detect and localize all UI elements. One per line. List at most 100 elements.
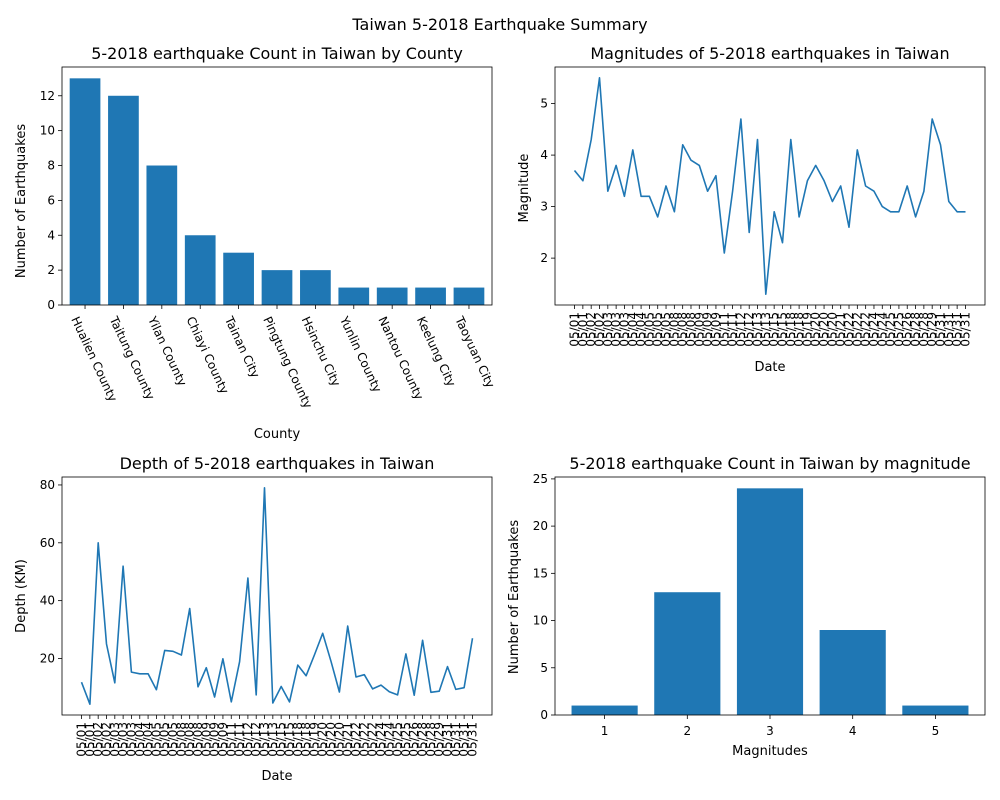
magnitude-xtick-label: 05/03: [601, 312, 615, 347]
county-chart-title: 5-2018 earthquake Count in Taiwan by Cou…: [91, 44, 463, 63]
depth-ytick-label: 60: [40, 536, 55, 550]
magnitude-ytick-label: 3: [540, 200, 548, 214]
magnitude-xtick-label: 05/12: [742, 312, 756, 347]
magnitude-xtick-label: 05/24: [875, 312, 889, 347]
magnitude-xtick-label: 05/31: [942, 312, 956, 347]
magnitude-xtick-label: 05/09: [709, 312, 723, 347]
magnitude-axes-frame: [554, 66, 986, 306]
depth-xtick-label: 05/02: [91, 722, 105, 757]
magnitude-xtick-label: 05/24: [867, 312, 881, 347]
county-category-label: Chiayi County: [183, 314, 231, 396]
magnitude-xtick-label: 05/20: [809, 312, 823, 347]
mag-count-bar: [902, 705, 969, 715]
depth-xtick-label: 05/25: [391, 722, 405, 757]
magnitude-xtick-label: 05/11: [717, 312, 731, 347]
county-ytick-label: 10: [40, 124, 55, 138]
magnitude-xtick-label: 05/20: [825, 312, 839, 347]
magnitude-xtick-label: 05/31: [934, 312, 948, 347]
depth-ytick-label: 80: [40, 478, 55, 492]
depth-chart-title: Depth of 5-2018 earthquakes in Taiwan: [120, 454, 435, 473]
magnitude-xtick-label: 05/13: [759, 312, 773, 347]
depth-xtick-label: 05/13: [258, 722, 272, 757]
depth-xtick-label: 05/20: [316, 722, 330, 757]
county-axes-frame: [61, 66, 493, 306]
county-ytick-label: 0: [47, 298, 55, 312]
magnitude-chart-xlabel: Date: [754, 360, 785, 375]
depth-ytick-label: 20: [40, 651, 55, 665]
magnitude-xtick-label: 05/08: [676, 312, 690, 347]
magnitude-xtick-label: 05/13: [751, 312, 765, 347]
mag-count-category-label: 5: [932, 724, 940, 738]
magnitude-xtick-label: 05/19: [800, 312, 814, 347]
magnitude-xtick-label: 05/02: [584, 312, 598, 347]
magnitude-xtick-label: 05/01: [576, 312, 590, 347]
county-ytick-label: 6: [47, 193, 55, 207]
magnitude-xtick-label: 05/08: [667, 312, 681, 347]
county-bar: [338, 287, 370, 305]
county-bar: [300, 270, 331, 305]
county-category-label: Yunlin County: [337, 313, 385, 394]
depth-xtick-label: 05/13: [266, 722, 280, 757]
county-ytick-label: 12: [40, 89, 55, 103]
magnitude-xtick-label: 05/02: [592, 312, 606, 347]
depth-xtick-label: 05/31: [441, 722, 455, 757]
county-ytick-label: 4: [47, 228, 55, 242]
depth-chart-xlabel: Date: [261, 769, 292, 784]
magnitude-xtick-label: 05/22: [859, 312, 873, 347]
county-ytick-label: 2: [47, 263, 55, 277]
depth-xtick-label: 05/24: [374, 722, 388, 757]
county-ytick-label: 8: [47, 159, 55, 173]
magnitude-xtick-label: 05/31: [950, 312, 964, 347]
depth-xtick-label: 05/20: [332, 722, 346, 757]
county-category-label: Hsinchu City: [299, 314, 344, 388]
depth-xtick-label: 05/03: [116, 722, 130, 757]
mag-count-bar: [654, 592, 721, 715]
magnitude-xtick-label: 05/28: [917, 312, 931, 347]
mag-count-ytick-label: 10: [533, 614, 548, 628]
panel-county-bar-chart: 5-2018 earthquake Count in Taiwan by Cou…: [14, 44, 497, 442]
mag-count-chart-xlabel: Magnitudes: [732, 744, 808, 759]
mag-count-ytick-label: 5: [540, 661, 548, 675]
magnitude-xtick-label: 05/09: [701, 312, 715, 347]
mag-count-chart-ylabel: Number of Earthquakes: [507, 520, 522, 674]
depth-xtick-label: 05/18: [291, 722, 305, 757]
depth-xtick-label: 05/11: [224, 722, 238, 757]
depth-xtick-label: 05/20: [324, 722, 338, 757]
mag-count-category-label: 4: [849, 724, 857, 738]
depth-xtick-label: 05/05: [158, 722, 172, 757]
depth-xtick-label: 05/15: [274, 722, 288, 757]
depth-axes-frame: [61, 476, 493, 716]
depth-xtick-label: 05/08: [183, 722, 197, 757]
magnitude-xtick-label: 05/01: [568, 312, 582, 347]
magnitude-xtick-label: 05/21: [834, 312, 848, 347]
depth-xtick-label: 05/12: [249, 722, 263, 757]
magnitude-xtick-label: 05/20: [817, 312, 831, 347]
mag-count-bar: [736, 488, 804, 715]
depth-xtick-label: 05/31: [457, 722, 471, 757]
county-category-label: Yilan County: [145, 313, 190, 388]
mag-count-ytick-label: 25: [533, 472, 548, 486]
panel-magnitude-count-bar-chart: 5-2018 earthquake Count in Taiwan by mag…: [507, 454, 986, 759]
magnitude-xtick-label: 05/28: [909, 312, 923, 347]
mag-count-category-label: 1: [601, 724, 609, 738]
depth-xtick-label: 05/05: [166, 722, 180, 757]
magnitude-ytick-label: 5: [540, 97, 548, 111]
magnitude-xtick-label: 05/05: [651, 312, 665, 347]
county-bar: [261, 270, 293, 305]
depth-xtick-label: 05/25: [399, 722, 413, 757]
magnitude-ytick-label: 4: [540, 148, 548, 162]
depth-xtick-label: 05/18: [299, 722, 313, 757]
figure-title: Taiwan 5-2018 Earthquake Summary: [351, 15, 647, 34]
depth-series-line: [80, 486, 474, 706]
magnitude-xtick-label: 05/03: [617, 312, 631, 347]
depth-xtick-label: 05/29: [432, 722, 446, 757]
county-bar: [376, 287, 408, 305]
county-category-label: Keelung City: [414, 314, 459, 388]
depth-xtick-label: 05/28: [416, 722, 430, 757]
mag-count-bar: [819, 630, 886, 715]
depth-xtick-label: 05/05: [149, 722, 163, 757]
mag-count-ytick-label: 20: [533, 519, 548, 533]
depth-xtick-label: 05/22: [349, 722, 363, 757]
magnitude-xtick-label: 05/22: [850, 312, 864, 347]
